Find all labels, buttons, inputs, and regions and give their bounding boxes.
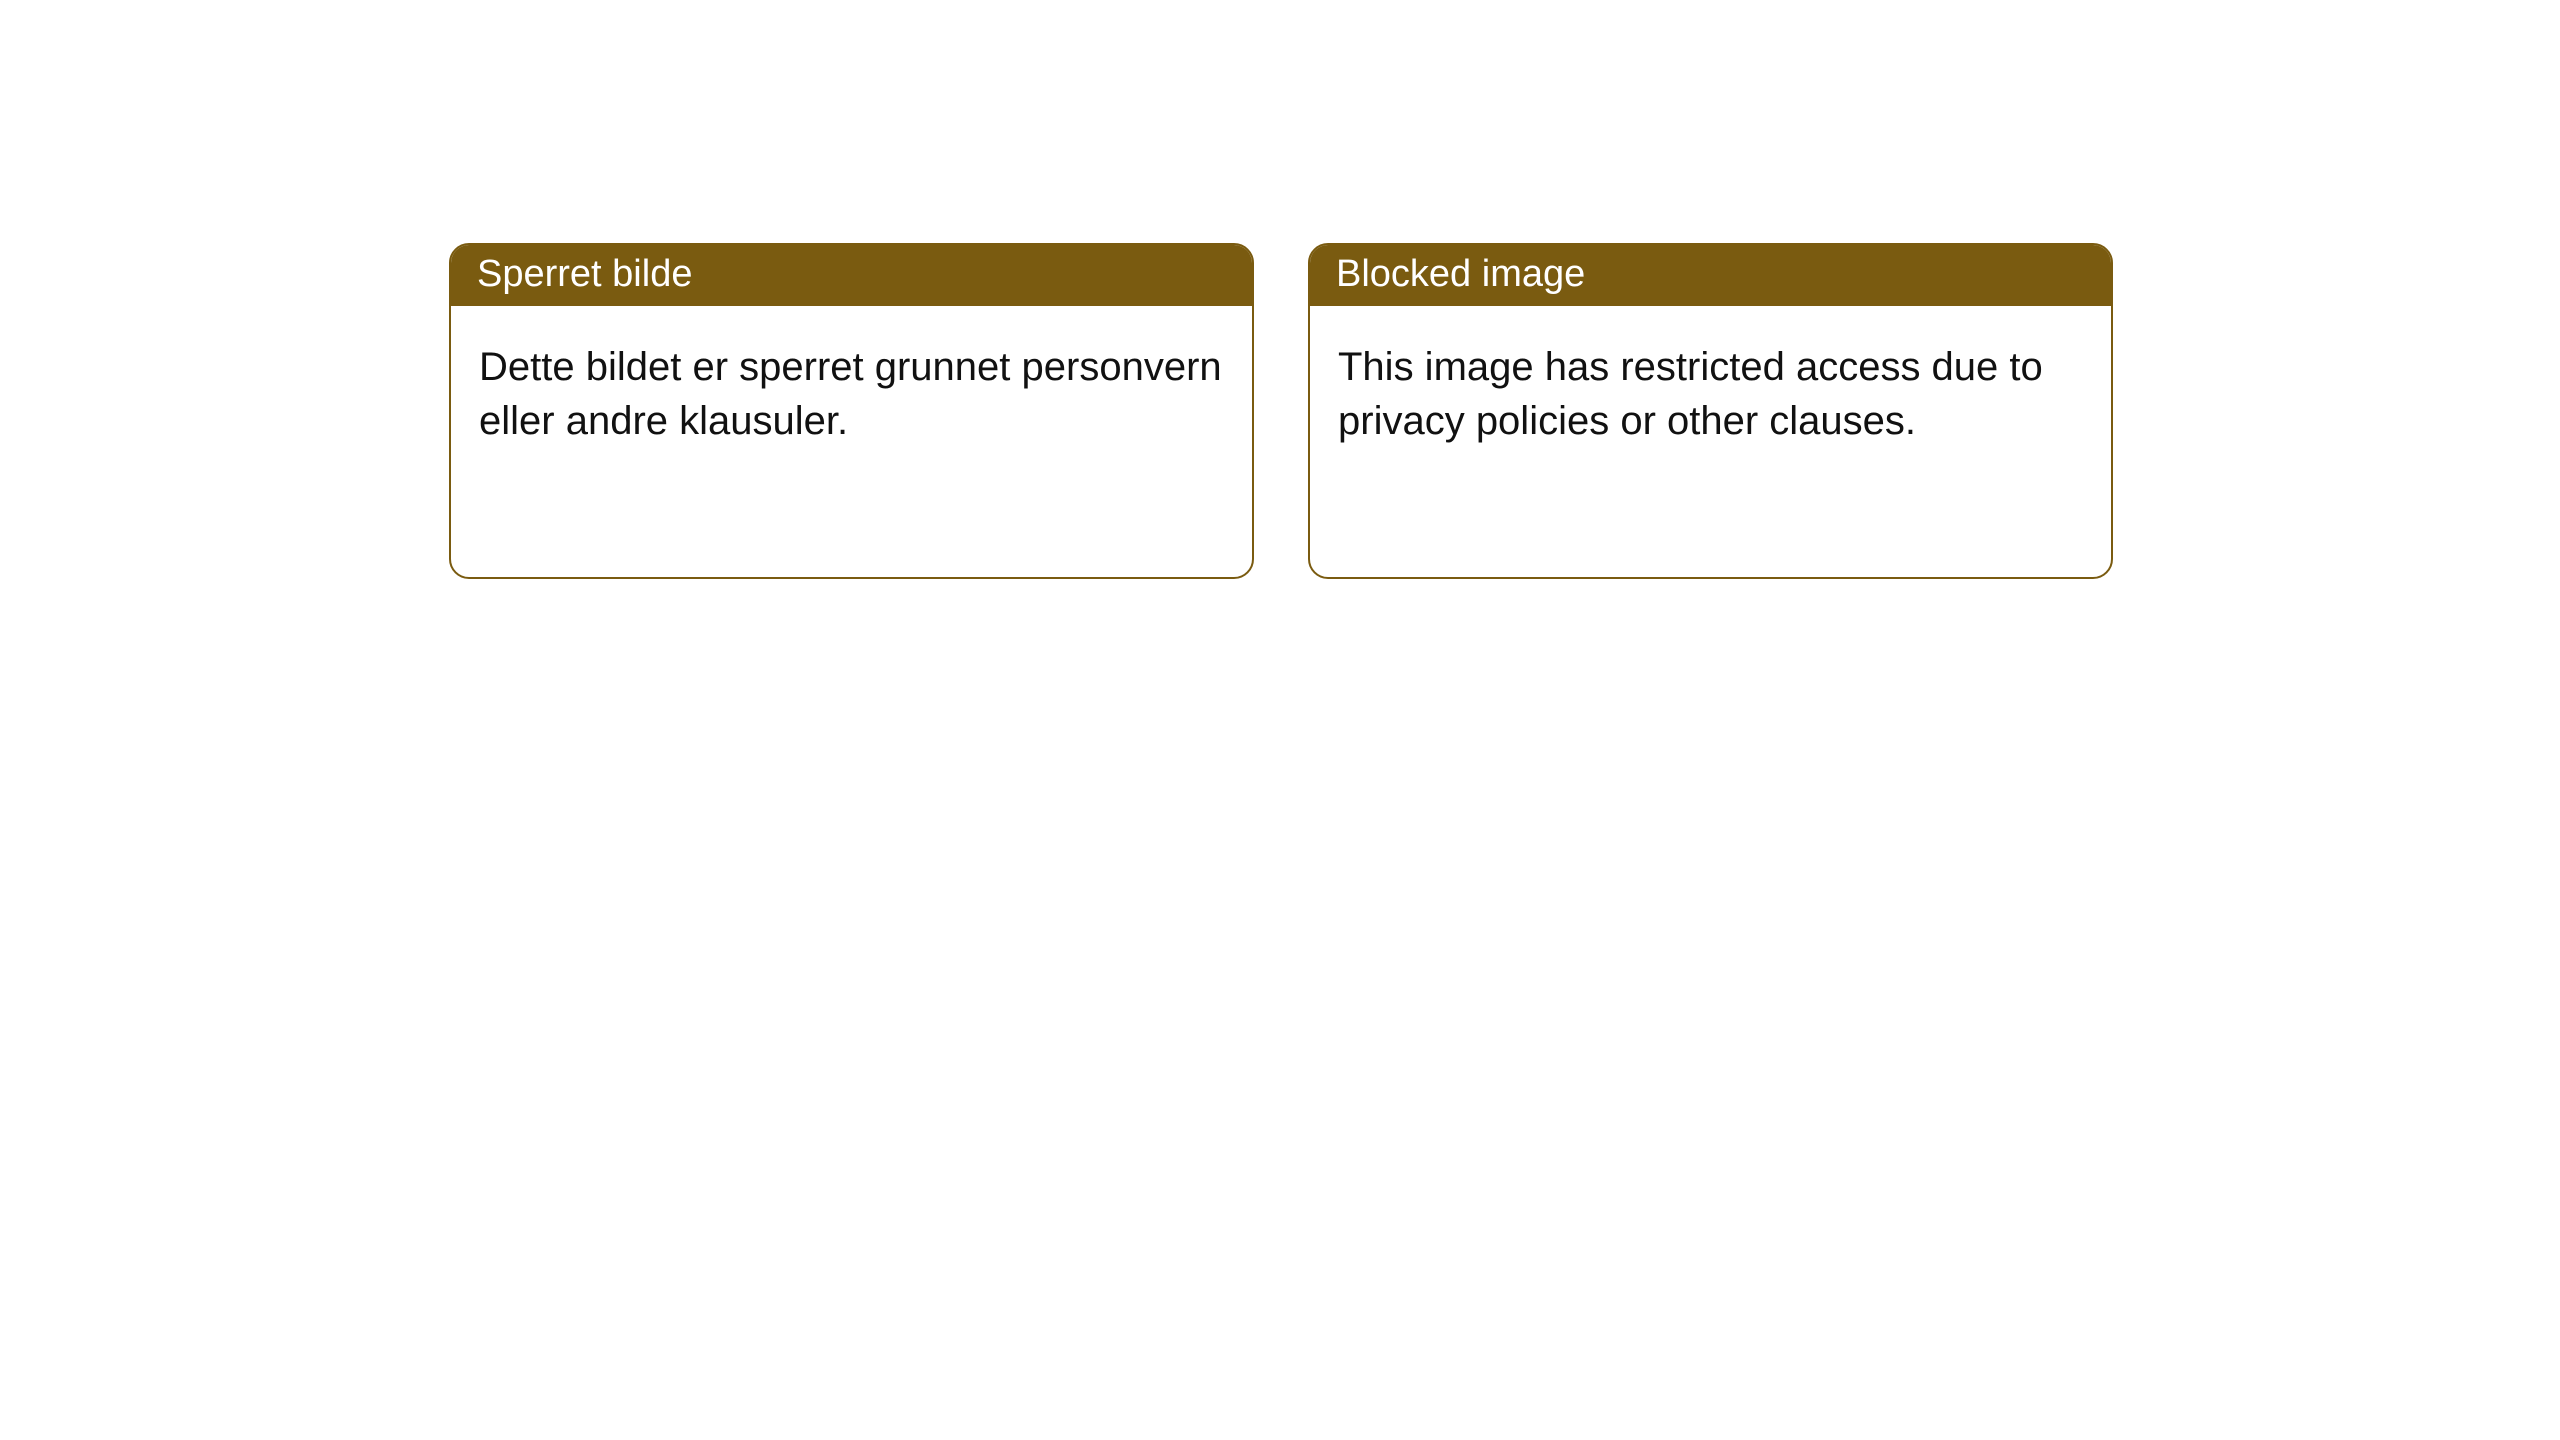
card-blocked-image-en: Blocked image This image has restricted … [1308,243,2113,579]
card-header-en: Blocked image [1310,245,2111,306]
card-body-no: Dette bildet er sperret grunnet personve… [451,306,1252,476]
card-body-en: This image has restricted access due to … [1310,306,2111,476]
card-header-no: Sperret bilde [451,245,1252,306]
card-blocked-image-no: Sperret bilde Dette bildet er sperret gr… [449,243,1254,579]
canvas: Sperret bilde Dette bildet er sperret gr… [0,0,2560,1440]
cards-row: Sperret bilde Dette bildet er sperret gr… [449,243,2113,579]
